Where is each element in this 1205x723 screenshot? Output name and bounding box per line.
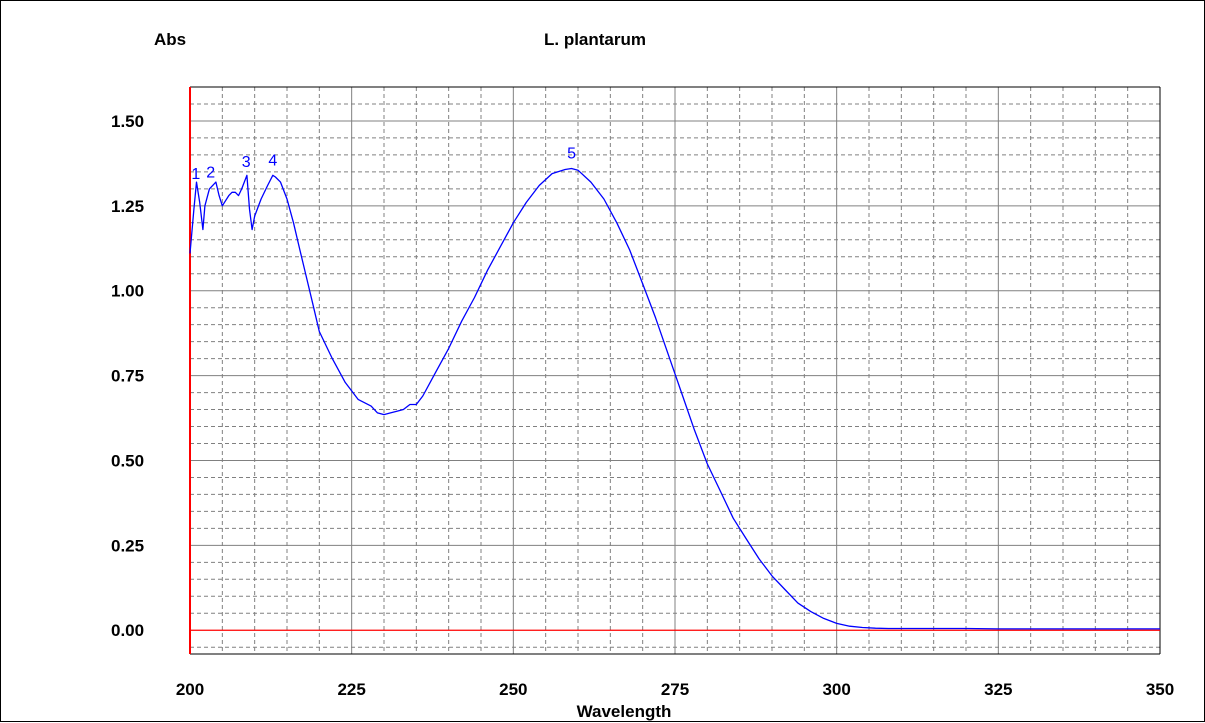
y-tick-label: 1.50	[111, 112, 144, 131]
y-tick-label: 0.50	[111, 451, 144, 470]
axes-layer	[189, 86, 1161, 655]
series-layer	[189, 167, 1160, 630]
grid-layer	[190, 87, 1160, 654]
x-tick-label: 225	[337, 680, 365, 699]
x-tick-label: 300	[822, 680, 850, 699]
y-tick-label: 0.00	[111, 621, 144, 640]
chart-title: L. plantarum	[544, 30, 646, 49]
y-tick-label: 0.75	[111, 367, 144, 386]
y-axis-title: Abs	[154, 30, 186, 49]
x-axis-title: Wavelength	[577, 702, 672, 721]
y-tick-label: 1.25	[111, 197, 144, 216]
x-tick-label: 350	[1146, 680, 1174, 699]
absorbance-series-line	[189, 167, 1160, 630]
peak-label: 3	[242, 154, 251, 171]
x-tick-label: 250	[499, 680, 527, 699]
peak-label: 2	[206, 164, 215, 181]
peak-label: 4	[268, 152, 277, 169]
y-tick-label: 0.25	[111, 536, 144, 555]
x-tick-label: 200	[176, 680, 204, 699]
x-tick-label: 275	[661, 680, 689, 699]
peak-label: 1	[191, 166, 200, 183]
labels-layer: 0.00 0.25 0.50 0.75 1.00 1.25 1.50 200 225 250 275…	[111, 112, 1174, 699]
peak-label: 5	[567, 145, 576, 162]
y-tick-label: 1.00	[111, 282, 144, 301]
x-tick-label: 325	[984, 680, 1012, 699]
